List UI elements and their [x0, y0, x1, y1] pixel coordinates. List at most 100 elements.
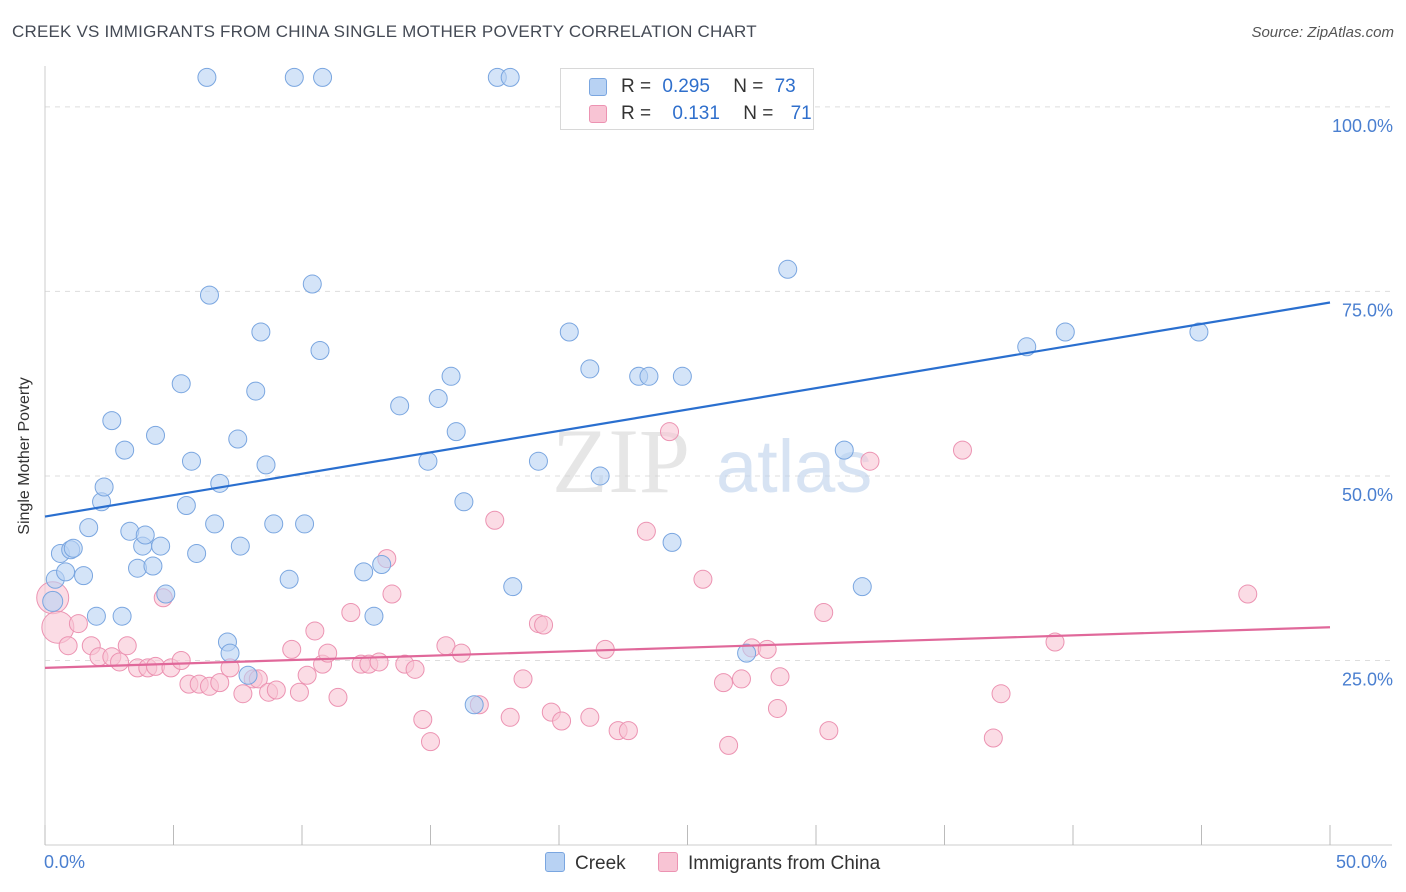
creek-point-10: [94, 477, 114, 497]
creek-point-27: [199, 285, 219, 305]
china-point-73: [1238, 584, 1258, 604]
china-point-26: [289, 682, 309, 702]
creek-point-67: [778, 259, 798, 279]
creek-point-69: [852, 577, 872, 597]
creek-point-56: [500, 67, 520, 87]
creek-point-57: [503, 577, 523, 597]
creek-point-18: [143, 556, 163, 576]
bottom-legend-label-china: Immigrants from China: [688, 853, 881, 874]
china-point-67: [819, 721, 839, 741]
china-point-20: [233, 684, 253, 704]
y-tick-label-0: 25.0%: [1342, 669, 1393, 689]
y-tick-label-1: 50.0%: [1342, 485, 1393, 505]
creek-point-64: [662, 532, 682, 552]
china-point-41: [421, 732, 440, 752]
china-point-68: [860, 451, 880, 471]
creek-point-47: [372, 555, 392, 575]
china-point-27: [297, 665, 317, 685]
china-point-30: [318, 643, 338, 663]
china-point-18: [210, 673, 230, 693]
creek-point-54: [464, 695, 484, 715]
creek-point-35: [246, 381, 266, 401]
china-point-63: [757, 639, 777, 659]
legend-r-value: 0.295: [662, 76, 710, 97]
china-point-51: [552, 711, 572, 731]
trend-lines: [44, 301, 1331, 669]
creek-point-37: [256, 455, 276, 475]
bottom-legend-china: Immigrants from China: [658, 852, 880, 875]
watermark-atlas: atlas: [716, 425, 872, 508]
china-point-47: [513, 669, 533, 689]
creek-point-3: [56, 562, 76, 582]
legend-r-label: R =: [621, 103, 652, 124]
creek-point-6: [74, 566, 94, 586]
creek-point-33: [230, 536, 250, 556]
china-point-52: [580, 707, 600, 727]
creek-point-24: [181, 451, 201, 471]
creek-point-39: [279, 569, 299, 589]
creek-point-36: [251, 322, 271, 342]
china-point-59: [713, 673, 733, 693]
china-point-46: [500, 707, 520, 727]
bottom-legend-swatch-creek: [545, 852, 565, 872]
creek-point-51: [441, 366, 461, 386]
creek-point-63: [639, 366, 659, 386]
china-point-7: [110, 652, 130, 672]
axes: [44, 66, 1392, 846]
creek-point-34: [238, 665, 258, 685]
china-point-66: [814, 603, 834, 622]
creek-point-25: [187, 543, 207, 563]
creek-point-40: [284, 67, 304, 87]
creek-point-32: [228, 429, 248, 449]
creek-point-5: [63, 538, 83, 558]
x-tick-label-max: 50.0%: [1336, 852, 1388, 872]
creek-point-61: [590, 466, 610, 486]
legend-swatch-creek: [589, 78, 607, 96]
creek-point-43: [310, 340, 330, 360]
trend-line-china: [44, 626, 1331, 669]
china-point-45: [485, 510, 505, 530]
creek-point-29: [210, 473, 230, 493]
creek-point-41: [295, 514, 315, 534]
china-point-57: [660, 422, 680, 442]
china-point-60: [719, 735, 739, 755]
china-point-64: [767, 698, 787, 718]
creek-point-46: [364, 606, 384, 626]
creek-point-22: [171, 374, 191, 394]
china-point-32: [341, 603, 361, 622]
china-point-72: [1045, 632, 1065, 652]
correlation-legend: R = 0.295 N = 73 R = 0.131 N = 71: [560, 68, 814, 130]
creek-point-17: [135, 525, 155, 545]
y-tick-label-3: 100.0%: [1332, 116, 1393, 136]
china-point-55: [618, 721, 638, 741]
chart-title: CREEK VS IMMIGRANTS FROM CHINA SINGLE MO…: [12, 22, 757, 41]
watermark: ZIP atlas: [552, 410, 872, 512]
legend-n-label: N =: [743, 103, 774, 124]
creek-point-19: [146, 425, 166, 445]
china-point-58: [693, 569, 713, 589]
creek-point-72: [1189, 322, 1209, 342]
creek-point-66: [737, 643, 757, 663]
china-point-35: [369, 652, 389, 672]
creek-point-0: [42, 590, 64, 612]
creek-point-68: [834, 440, 854, 460]
china-point-71: [991, 684, 1011, 704]
creek-point-23: [176, 495, 196, 515]
tick-labels: 25.0% 50.0% 75.0% 100.0%: [1332, 116, 1393, 690]
china-point-49: [534, 615, 554, 635]
creek-point-65: [672, 366, 692, 386]
china-point-39: [405, 659, 425, 679]
legend-n-value: 73: [774, 76, 796, 97]
y-tick-label-2: 75.0%: [1342, 300, 1393, 320]
china-point-70: [983, 728, 1003, 748]
source-label: Source: ZipAtlas.com: [1251, 24, 1394, 41]
legend-n-value: 71: [790, 103, 812, 124]
bottom-legend-label-creek: Creek: [575, 853, 626, 874]
grid-lines: [45, 106, 1392, 661]
creek-point-59: [559, 322, 579, 342]
creek-point-31: [220, 643, 240, 663]
creek-point-8: [86, 606, 106, 626]
china-point-8: [117, 636, 137, 656]
china-point-61: [731, 669, 751, 689]
